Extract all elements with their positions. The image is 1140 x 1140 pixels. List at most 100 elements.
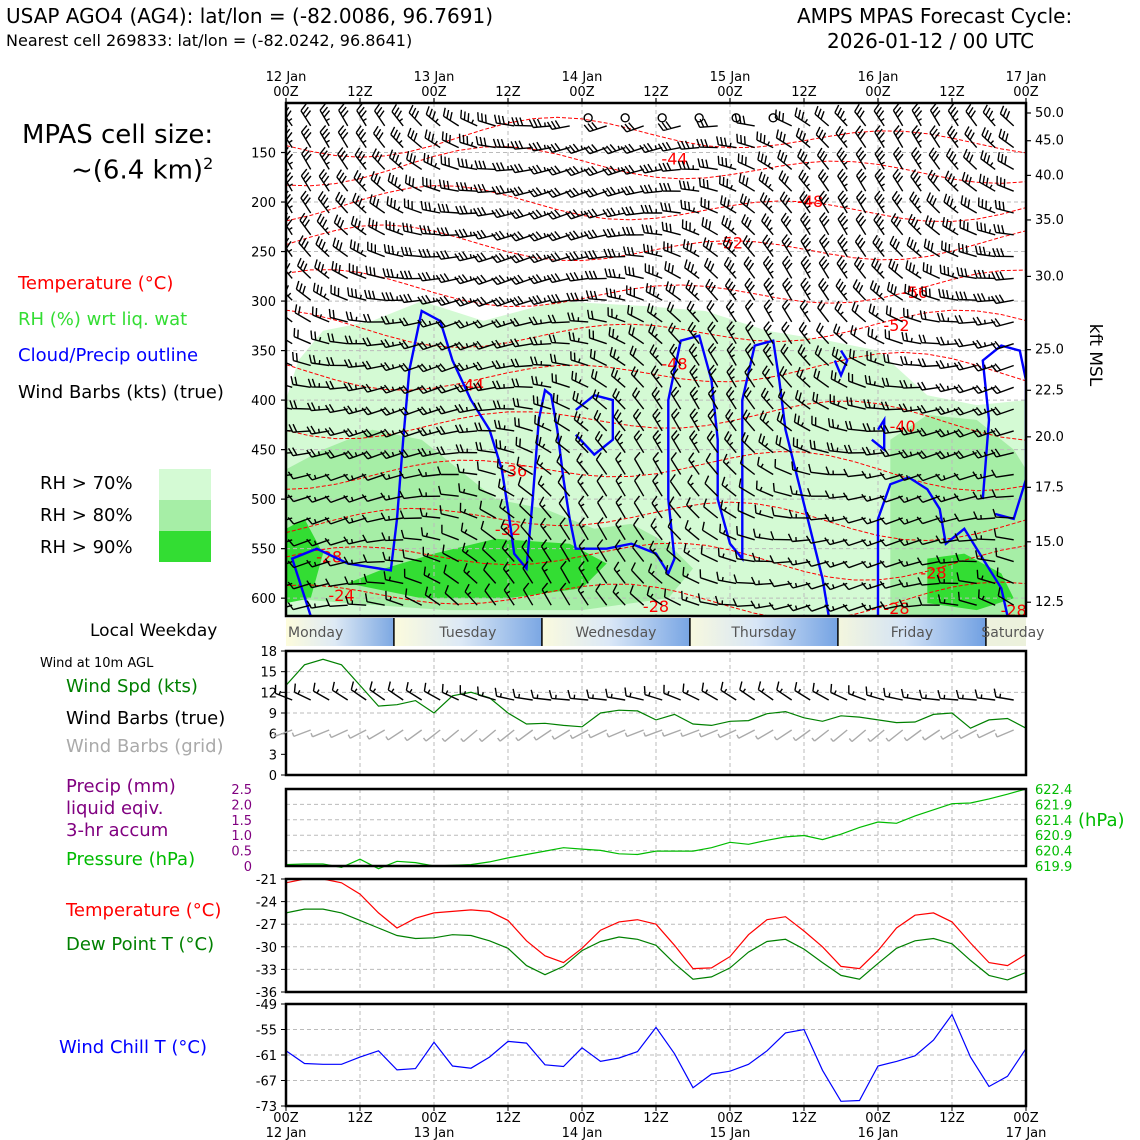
- wind-barb: [738, 173, 756, 192]
- wind-barb: [761, 213, 774, 236]
- wind-barb-true: [900, 688, 922, 701]
- legend-barbs: Wind Barbs (kts) (true): [18, 382, 224, 403]
- wind-barb: [759, 410, 774, 432]
- wind-barb: [566, 292, 589, 302]
- wind-barb: [682, 566, 700, 585]
- wind-barb: [441, 131, 459, 149]
- wind-barb: [510, 140, 533, 150]
- wind-barb-true: [794, 681, 811, 701]
- wind-barb: [584, 249, 607, 260]
- wind-barb: [584, 270, 607, 280]
- wind-barb: [842, 603, 866, 612]
- wind-barb: [509, 295, 533, 307]
- wind-barb: [368, 217, 386, 236]
- wind-barb: [800, 233, 812, 257]
- wind-barb: [565, 251, 589, 262]
- wind-barb: [628, 325, 645, 345]
- wind-barb: [739, 193, 756, 214]
- temperature-line: [285, 878, 1027, 970]
- wind-barb: [879, 560, 903, 568]
- temp-panel-ylabel: -36: [256, 986, 277, 1001]
- wind-barb: [602, 228, 626, 238]
- wind-barb: [881, 377, 903, 388]
- wind-barb: [818, 255, 830, 279]
- wind-barb: [535, 434, 552, 454]
- wind-barb: [935, 405, 959, 416]
- bottom-x-date: 17 Jan: [1006, 1126, 1047, 1140]
- wind-barb-true: [974, 689, 996, 701]
- wind-barb: [687, 474, 700, 497]
- wind-barb-grid: [624, 729, 644, 738]
- wind-barb: [615, 473, 626, 497]
- wind-barb: [652, 408, 663, 432]
- wind-barb: [325, 598, 348, 607]
- wind-barb: [890, 213, 904, 236]
- wind-barb: [855, 125, 867, 148]
- wind-barb: [380, 384, 404, 394]
- wind-panel-ylabel: 6: [269, 728, 277, 743]
- wind-barb: [546, 187, 570, 198]
- wind-barb: [991, 489, 1014, 498]
- wind-barb: [496, 458, 515, 476]
- wind-barb: [972, 428, 996, 438]
- wind-barb-grid: [310, 729, 330, 738]
- wind-barb: [455, 181, 478, 192]
- wind-barb-true: [350, 681, 367, 701]
- wind-barb: [726, 342, 737, 366]
- isotherm-label: -48: [661, 354, 687, 373]
- wind-barb: [916, 557, 940, 566]
- wind-barb: [685, 497, 700, 519]
- wind-barb: [528, 231, 552, 242]
- wind-barb: [722, 453, 737, 475]
- wind-barb: [836, 256, 848, 279]
- wind-barb: [472, 361, 496, 371]
- wind-barb: [867, 327, 885, 345]
- wind-barb: [343, 382, 367, 392]
- wind-barb-true: [830, 683, 848, 701]
- temp-panel-ylabel: -33: [256, 963, 277, 978]
- wind-barb: [959, 219, 977, 236]
- wind-barb: [325, 380, 348, 390]
- wind-barb-grid: [921, 729, 941, 741]
- wind-barb: [402, 549, 422, 563]
- wind-barb: [440, 155, 459, 171]
- wind-barb: [306, 448, 330, 458]
- precip-ylabel: 2.0: [231, 798, 252, 813]
- wind-barb: [892, 146, 904, 170]
- legend-wind-chill: Wind Chill T (°C): [59, 1037, 207, 1058]
- wind-barb: [814, 105, 830, 127]
- wind-barb: [602, 186, 626, 197]
- wind-barb: [343, 450, 367, 460]
- wind-barb: [417, 468, 441, 478]
- wind-barb-grid: [328, 729, 348, 739]
- wind-barb: [699, 569, 718, 585]
- wind-barb: [703, 257, 719, 279]
- wind-barb: [301, 146, 312, 170]
- cell-size-value: ~(6.4 km)2: [71, 154, 213, 186]
- wind-barb: [528, 316, 552, 326]
- wind-barb: [884, 329, 903, 345]
- pressure-label: 550: [251, 543, 276, 558]
- wind-barb: [345, 311, 367, 323]
- wind-barb-true: [605, 688, 626, 701]
- wind-barb: [614, 539, 626, 562]
- calm-wind-circle: [657, 113, 667, 123]
- weekday-label: Tuesday: [438, 625, 496, 641]
- wind-barb: [491, 230, 515, 241]
- windchill-panel-ylabel: -67: [256, 1075, 277, 1090]
- wind-barb: [972, 384, 996, 394]
- wind-barb: [286, 604, 293, 608]
- wind-barb: [733, 574, 755, 585]
- wind-barb: [652, 430, 663, 454]
- wind-barb: [670, 451, 682, 475]
- wind-barb: [657, 121, 681, 132]
- top-x-date: 14 Jan: [562, 70, 603, 85]
- wind-barb: [417, 271, 441, 282]
- wind-barb: [620, 164, 644, 175]
- bottom-x-label: 00Z: [865, 1111, 891, 1126]
- wind-barb: [425, 106, 441, 127]
- wind-barb: [347, 287, 367, 301]
- wind-barb: [532, 395, 552, 410]
- wind-barb: [684, 259, 700, 279]
- wind-barb: [515, 436, 533, 454]
